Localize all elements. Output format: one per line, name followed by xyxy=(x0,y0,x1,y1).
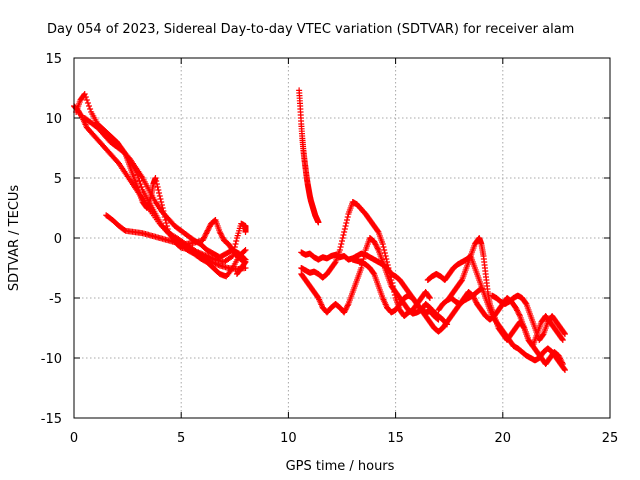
data-point xyxy=(339,235,346,241)
data-point xyxy=(561,330,568,336)
data-point xyxy=(154,184,161,190)
data-point xyxy=(153,178,160,184)
data-point xyxy=(156,190,163,196)
axis-layer: 0 5 10 15 20 25 -15 -10 -5 0 5 10 15 xyxy=(41,52,619,446)
data-point xyxy=(381,250,388,256)
data-point xyxy=(158,202,165,208)
data-point xyxy=(86,103,93,109)
series-arc-h xyxy=(298,199,433,319)
data-point xyxy=(231,244,238,250)
y-axis-label: SDTVAR / TECUs xyxy=(7,185,22,292)
data-point xyxy=(152,175,159,181)
data-point xyxy=(561,331,568,337)
data-point xyxy=(426,294,433,300)
data-point xyxy=(232,241,239,247)
data-point xyxy=(83,97,90,103)
data-point xyxy=(87,106,94,112)
data-point xyxy=(138,184,145,190)
data-point xyxy=(82,94,89,100)
y-tick-label: 0 xyxy=(54,232,62,247)
x-tick-label: 20 xyxy=(495,431,512,446)
data-point xyxy=(361,250,368,256)
data-point xyxy=(161,211,168,217)
data-point xyxy=(559,336,566,342)
y-tick-label: 5 xyxy=(54,172,62,187)
data-point xyxy=(341,226,348,232)
data-point xyxy=(340,232,347,238)
data-point xyxy=(159,205,166,211)
data-point xyxy=(342,223,349,229)
data-point xyxy=(344,214,351,220)
data-point xyxy=(315,219,322,226)
data-point xyxy=(380,244,387,250)
data-point xyxy=(336,247,343,253)
chart-title: Day 054 of 2023, Sidereal Day-to-day VTE… xyxy=(47,22,574,37)
data-point xyxy=(338,241,345,247)
data-point xyxy=(230,250,237,256)
y-tick-label: -15 xyxy=(41,412,62,427)
data-point xyxy=(231,247,238,253)
y-tick-label: 10 xyxy=(45,112,62,127)
data-point xyxy=(157,196,164,202)
y-tick-label: -5 xyxy=(49,292,62,307)
data-point xyxy=(160,208,167,214)
data-point xyxy=(163,220,170,226)
data-point xyxy=(233,271,240,277)
data-point xyxy=(561,367,568,373)
data-point xyxy=(234,270,241,276)
series-arc-d xyxy=(103,212,249,277)
x-axis-label: GPS time / hours xyxy=(286,459,395,474)
data-point xyxy=(81,91,88,97)
data-point xyxy=(379,241,386,247)
y-tick-label: 15 xyxy=(45,52,62,67)
data-point xyxy=(341,229,348,235)
data-point xyxy=(561,366,568,372)
x-tick-label: 5 xyxy=(177,431,185,446)
data-point xyxy=(337,244,344,250)
data-point xyxy=(339,238,345,244)
data-point xyxy=(384,262,391,268)
data-point xyxy=(229,253,236,259)
y-tick-label: -10 xyxy=(41,352,62,367)
data-point xyxy=(361,253,368,259)
data-point xyxy=(559,361,566,367)
x-tick-label: 25 xyxy=(602,431,619,446)
data-point xyxy=(136,178,143,184)
data-point xyxy=(344,217,351,223)
data-point xyxy=(241,248,248,254)
data-point xyxy=(242,229,249,235)
data-point xyxy=(381,247,388,253)
data-point xyxy=(161,214,168,220)
x-tick-label: 0 xyxy=(70,431,78,446)
data-point xyxy=(158,199,165,205)
data-point xyxy=(155,187,162,193)
data-point xyxy=(343,220,350,226)
data-point xyxy=(164,226,171,232)
series-arc-j xyxy=(349,256,485,335)
data-point xyxy=(559,337,566,343)
data-point xyxy=(162,217,169,223)
data-point xyxy=(153,181,160,187)
data-point xyxy=(233,238,240,244)
x-tick-label: 10 xyxy=(280,431,297,446)
data-point xyxy=(383,256,390,262)
data-point xyxy=(163,223,170,229)
data-point xyxy=(358,265,365,271)
series-arc-i xyxy=(298,235,451,328)
data-points-layer xyxy=(71,87,568,373)
x-tick-label: 15 xyxy=(387,431,404,446)
data-point xyxy=(426,295,433,301)
data-point xyxy=(156,193,163,199)
data-point xyxy=(382,253,389,259)
series-arc-n xyxy=(489,292,568,343)
data-point xyxy=(242,247,249,253)
series-arc-e xyxy=(113,139,249,265)
series-arc-f xyxy=(296,87,322,226)
data-point xyxy=(84,100,91,106)
